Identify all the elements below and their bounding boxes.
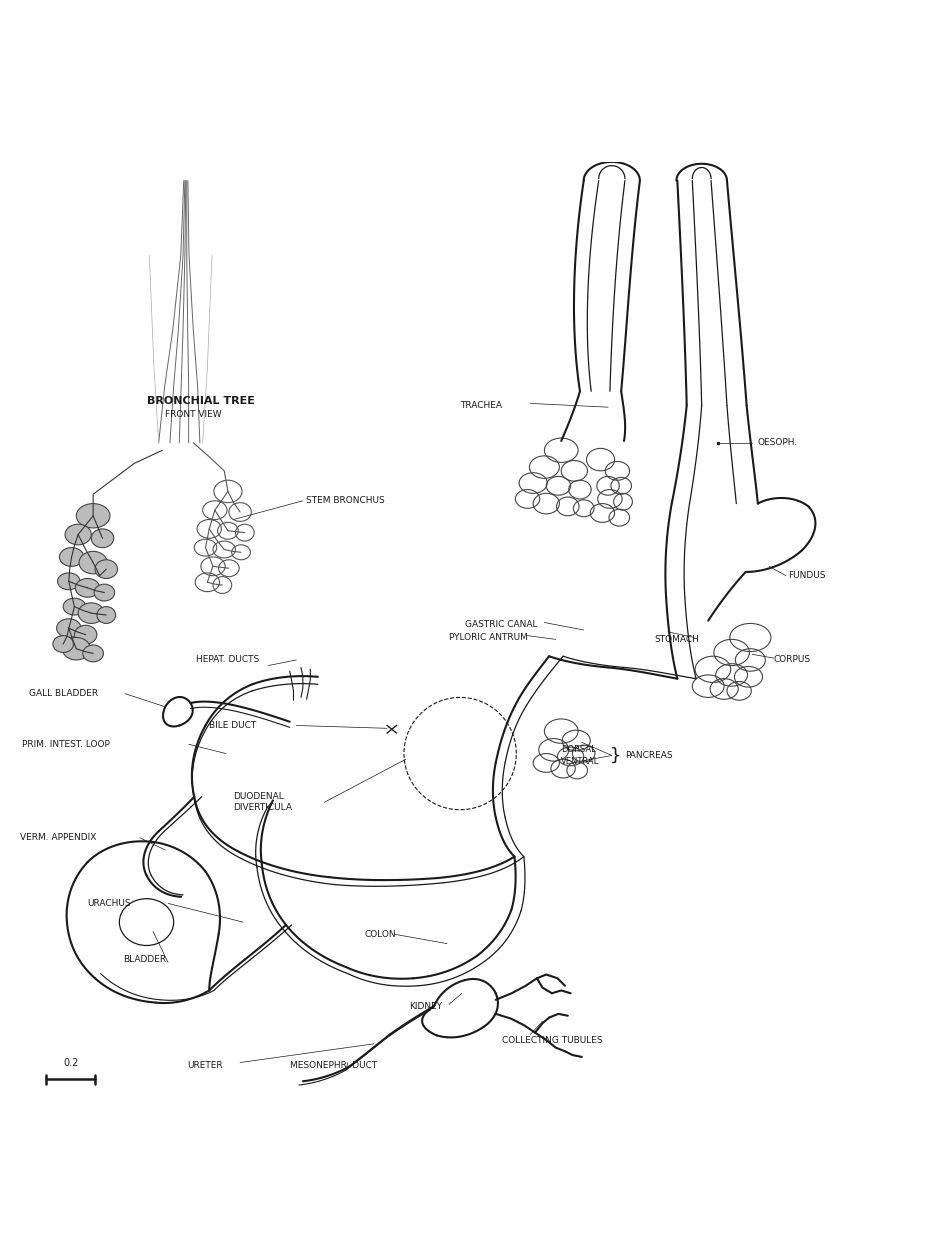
Ellipse shape (53, 635, 73, 653)
Text: PRIM. INTEST. LOOP: PRIM. INTEST. LOOP (22, 740, 110, 748)
Text: COLON: COLON (364, 930, 396, 939)
Text: CORPUS: CORPUS (774, 655, 811, 664)
Ellipse shape (57, 573, 80, 590)
Ellipse shape (74, 625, 97, 644)
Text: COLLECTING TUBULES: COLLECTING TUBULES (502, 1036, 603, 1045)
Text: PYLORIC ANTRUM: PYLORIC ANTRUM (449, 633, 528, 643)
Text: URETER: URETER (187, 1061, 223, 1070)
Ellipse shape (91, 529, 114, 548)
Ellipse shape (59, 548, 84, 566)
Text: GASTRIC CANAL: GASTRIC CANAL (465, 620, 537, 629)
Text: 0.2: 0.2 (63, 1058, 78, 1068)
Ellipse shape (97, 606, 115, 624)
Text: DIVERTICULA: DIVERTICULA (234, 804, 293, 813)
Ellipse shape (63, 598, 85, 615)
Text: STEM BRONCHUS: STEM BRONCHUS (306, 496, 384, 505)
Text: KIDNEY: KIDNEY (408, 1002, 441, 1011)
Text: VERM. APPENDIX: VERM. APPENDIX (20, 833, 97, 843)
Ellipse shape (56, 619, 81, 638)
Text: VENTRAL: VENTRAL (562, 756, 599, 766)
Text: BRONCHIAL TREE: BRONCHIAL TREE (146, 396, 254, 406)
Ellipse shape (62, 638, 90, 660)
Ellipse shape (95, 559, 117, 578)
Text: DUODENAL: DUODENAL (234, 793, 285, 801)
Text: BILE DUCT: BILE DUCT (209, 721, 256, 730)
Ellipse shape (94, 585, 115, 601)
Text: PANCREAS: PANCREAS (625, 751, 672, 760)
Ellipse shape (76, 504, 110, 528)
Text: GALL BLADDER: GALL BLADDER (29, 689, 99, 698)
Text: BLADDER: BLADDER (123, 955, 166, 964)
Ellipse shape (65, 524, 91, 544)
Text: STOMACH: STOMACH (654, 635, 700, 644)
Text: HEPAT. DUCTS: HEPAT. DUCTS (196, 655, 259, 664)
Text: }: } (610, 746, 622, 765)
Text: DORSAL: DORSAL (562, 746, 596, 755)
Text: OESOPH.: OESOPH. (758, 438, 798, 447)
Text: URACHUS: URACHUS (87, 898, 131, 908)
Text: MESONEPHR. DUCT: MESONEPHR. DUCT (290, 1061, 377, 1070)
Text: FUNDUS: FUNDUS (788, 571, 825, 580)
Ellipse shape (79, 552, 107, 573)
Text: FRONT VIEW: FRONT VIEW (165, 411, 222, 420)
Ellipse shape (83, 645, 103, 662)
Text: TRACHEA: TRACHEA (460, 401, 502, 410)
Ellipse shape (75, 578, 100, 597)
Ellipse shape (78, 602, 104, 624)
